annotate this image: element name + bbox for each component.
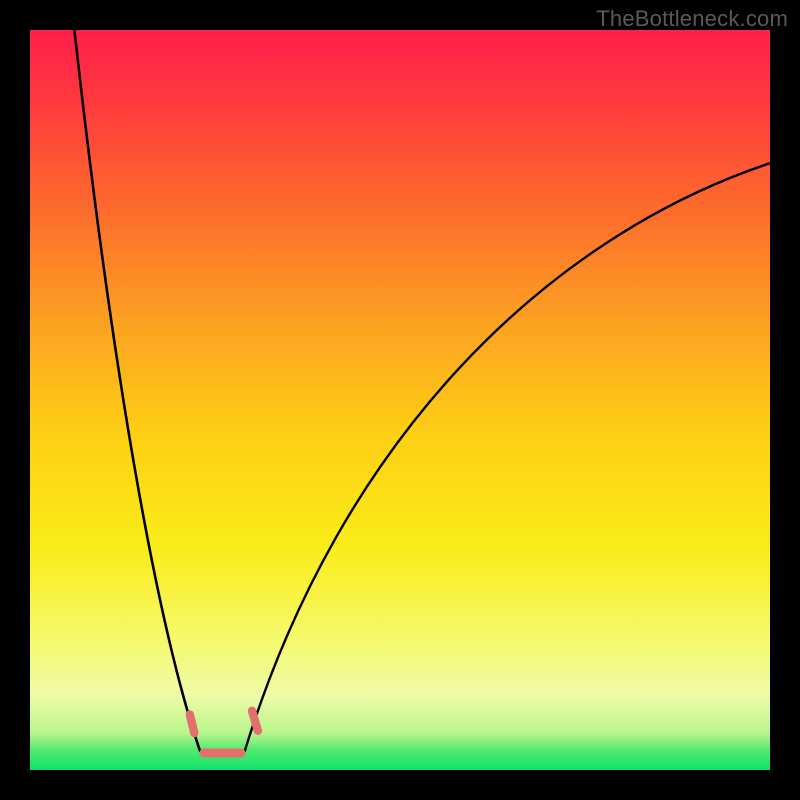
bottleneck-chart: [30, 30, 770, 770]
gradient-background: [30, 30, 770, 770]
chart-svg: [30, 30, 770, 770]
stage: TheBottleneck.com: [0, 0, 800, 800]
watermark-text: TheBottleneck.com: [596, 6, 788, 32]
